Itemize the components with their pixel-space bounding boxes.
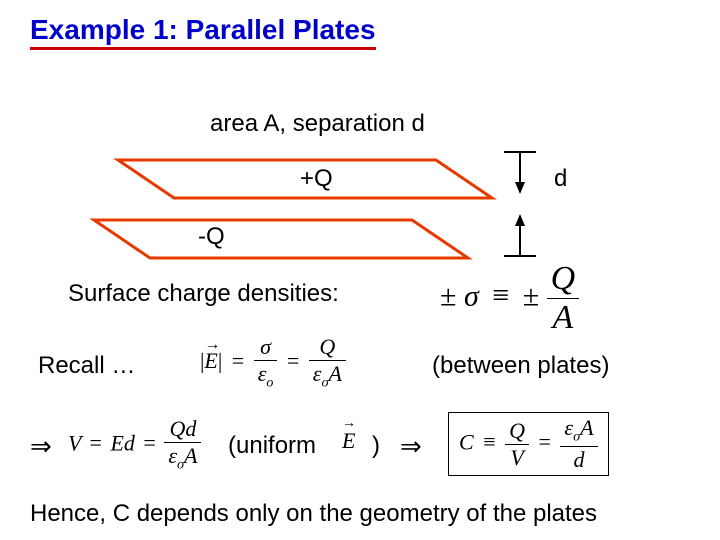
- e-vector: E→: [342, 428, 355, 454]
- a-den: A: [547, 299, 580, 335]
- Vc: V: [505, 445, 529, 469]
- between-plates-text: (between plates): [432, 352, 609, 380]
- implies-2: ⇒: [400, 432, 422, 462]
- q-over-epsA: Q εoA: [309, 336, 346, 390]
- d-label: d: [554, 165, 567, 193]
- qd-over-epsA: Qd εoA: [164, 418, 201, 472]
- V: V: [68, 430, 81, 455]
- dc: d: [560, 447, 597, 471]
- epsc: ε: [564, 415, 573, 440]
- q-over-a: Q A: [547, 262, 580, 335]
- sigma-over-eps: σ εo: [254, 336, 278, 390]
- sigma-n: σ: [254, 336, 278, 361]
- epso1: o: [266, 375, 273, 390]
- d-top-arrow-head: [515, 182, 525, 194]
- conclusion-text: Hence, C depends only on the geometry of…: [30, 500, 597, 528]
- recall-text: Recall …: [38, 352, 135, 380]
- epsv: ε: [168, 443, 177, 468]
- Ev: E: [110, 430, 123, 455]
- Ac: A: [580, 415, 593, 440]
- equiv-sym: ≡: [486, 279, 515, 312]
- c-formula: C ≡ Q V = εoA d: [448, 412, 609, 476]
- v-formula: V = Ed = Qd εoA: [68, 418, 201, 472]
- implies-1: ⇒: [30, 432, 52, 462]
- q-num: Q: [547, 262, 580, 299]
- dv2: d: [185, 416, 196, 441]
- uniform-text: (uniform: [228, 432, 316, 460]
- epsA-over-d: εoA d: [560, 417, 597, 471]
- Qv: Q: [169, 416, 185, 441]
- q-n2: Q: [309, 336, 346, 361]
- pm1: ±: [440, 279, 456, 312]
- q-over-v: Q V: [505, 420, 529, 469]
- top-plate-label: +Q: [300, 165, 333, 193]
- bottom-plate: [94, 220, 468, 258]
- close-paren: ): [372, 432, 380, 460]
- sigma-formula: ± σ ≡ ± Q A: [440, 262, 579, 335]
- efield-formula: |E→| = σ εo = Q εoA: [200, 336, 346, 390]
- surface-charge-text: Surface charge densities:: [68, 280, 339, 308]
- A2: A: [328, 361, 341, 386]
- Cc: C: [459, 429, 474, 454]
- epsov: o: [177, 457, 184, 472]
- dv: d: [124, 430, 135, 455]
- d-bot-arrow-head: [515, 214, 525, 226]
- Av: A: [184, 443, 197, 468]
- sigma-sym: σ: [464, 279, 479, 312]
- Qc: Q: [505, 420, 529, 445]
- bottom-plate-label: -Q: [198, 223, 225, 251]
- pm2: ±: [523, 279, 539, 312]
